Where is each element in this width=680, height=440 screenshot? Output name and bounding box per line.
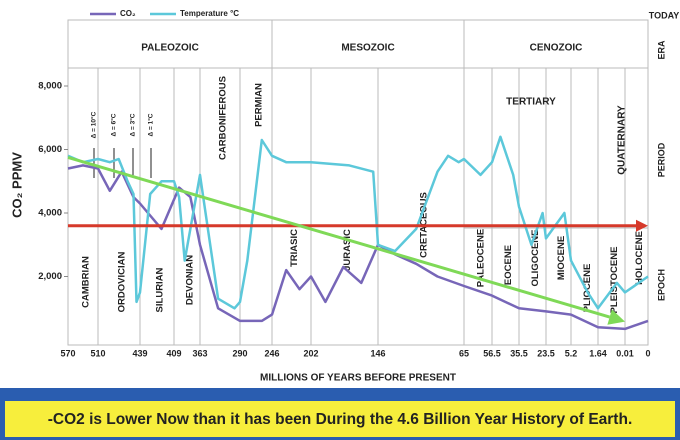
annotation: Δ = 1°C: [147, 113, 155, 136]
x-tick-label: 246: [264, 348, 279, 358]
x-tick-label: 65: [459, 348, 469, 358]
x-tick-label: 5.2: [565, 348, 578, 358]
x-tick-label: 363: [192, 348, 207, 358]
period-label: DEVONIAN: [185, 255, 196, 305]
x-tick-label: 510: [90, 348, 105, 358]
period-label: SILURIAN: [155, 267, 166, 312]
x-tick-label: 439: [132, 348, 147, 358]
banner-text: -CO2 is Lower Now than it has been Durin…: [48, 411, 633, 428]
period-label: PERMIAN: [254, 83, 265, 127]
x-tick-label: 409: [166, 348, 181, 358]
period-label: HOLOCENE: [634, 231, 645, 285]
x-tick-label: 570: [60, 348, 75, 358]
y-tick-label: 4,000: [38, 208, 62, 219]
annotation: Δ = 6°C: [110, 113, 118, 136]
row-label: ERA: [656, 40, 666, 60]
period-label: TRIASIC: [289, 229, 300, 267]
period-label: ORDOVICIAN: [117, 252, 128, 313]
series-line: [67, 135, 649, 310]
x-tick-label: 290: [232, 348, 247, 358]
x-tick-label: 202: [303, 348, 318, 358]
x-axis-title: MILLIONS OF YEARS BEFORE PRESENT: [260, 373, 456, 384]
period-label: QUATERNARY: [617, 105, 628, 175]
x-tick-label: 0.01: [616, 348, 634, 358]
x-tick-label: 1.64: [589, 348, 607, 358]
period-label: EOCENE: [503, 245, 514, 285]
annotation: Δ = 10°C: [90, 111, 98, 138]
x-tick-label: 146: [370, 348, 385, 358]
trend-arrowhead: [607, 309, 625, 325]
x-tick-label: 56.5: [483, 348, 501, 358]
annotation: Δ = 3°C: [129, 113, 137, 136]
period-label: JURASIC: [342, 229, 353, 271]
era-label: CENOZOIC: [530, 43, 583, 54]
today-label: TODAY: [649, 10, 680, 20]
reference-arrowhead: [636, 219, 648, 232]
era-label: MESOZOIC: [341, 43, 394, 54]
legend-label: CO₂: [120, 9, 136, 18]
period-label: PLEISTOCENE: [609, 247, 620, 314]
period-label: CARBONIFEROUS: [218, 76, 229, 160]
row-label: PERIOD: [656, 142, 666, 177]
x-tick-label: 23.5: [537, 348, 555, 358]
period-label: PLIOCENE: [582, 264, 593, 313]
series-line: [67, 164, 649, 331]
y-tick-label: 6,000: [38, 144, 62, 155]
x-tick-label: 35.5: [510, 348, 528, 358]
period-label: TERTIARY: [506, 97, 556, 108]
trend-line: [67, 155, 611, 319]
period-label: MIOCENE: [556, 236, 567, 280]
period-label: PALEOCENE: [476, 229, 487, 287]
legend-label: Temperature °C: [180, 9, 239, 18]
y-tick-label: 8,000: [38, 81, 62, 92]
row-label: EPOCH: [656, 269, 666, 301]
y-axis-title: CO₂ PPMV: [9, 152, 24, 218]
era-label: PALEOZOIC: [141, 43, 199, 54]
x-tick-label: 0: [645, 348, 650, 358]
y-tick-label: 2,000: [38, 271, 62, 282]
plot-frame: [67, 19, 649, 346]
period-label: OLIGOCENE: [530, 229, 541, 286]
period-label: CAMBRIAN: [81, 256, 92, 308]
banner-box: [5, 401, 675, 437]
